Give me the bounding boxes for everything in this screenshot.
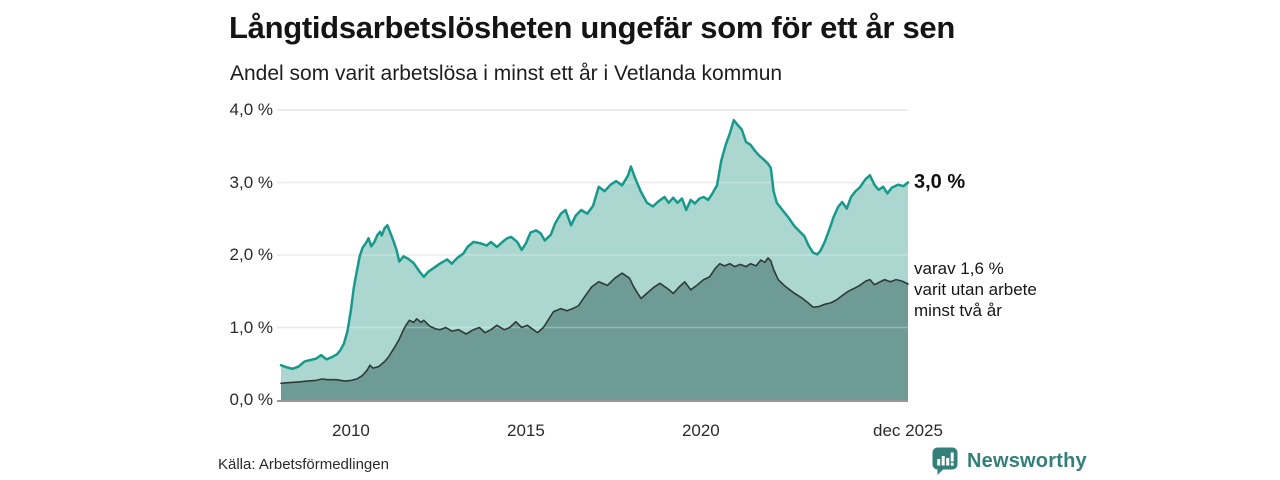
y-tick-label: 3,0 % bbox=[229, 172, 273, 192]
x-tick-label: dec 2025 bbox=[873, 421, 943, 440]
x-tick-label: 2010 bbox=[332, 421, 370, 440]
y-tick-label: 1,0 % bbox=[229, 317, 273, 337]
page-title: Långtidsarbetslösheten ungefär som för e… bbox=[229, 10, 956, 45]
newsworthy-logo-text: Newsworthy bbox=[967, 449, 1087, 472]
annotation-line: minst två år bbox=[914, 301, 1002, 320]
y-tick-label: 2,0 % bbox=[229, 245, 273, 264]
source-note: Källa: Arbetsförmedlingen bbox=[218, 456, 389, 473]
annotation-line: varav 1,6 % bbox=[914, 259, 1004, 278]
x-tick-label: 2015 bbox=[507, 421, 545, 440]
y-tick-label: 4,0 % bbox=[229, 100, 273, 119]
annotation-secondary-value: varav 1,6 % varit utan arbete minst två … bbox=[914, 258, 1037, 321]
newsworthy-logo: Newsworthy bbox=[931, 446, 1087, 476]
annotation-total-value: 3,0 % bbox=[914, 170, 966, 193]
newsworthy-logo-icon bbox=[931, 446, 959, 476]
y-tick-label: 0,0 % bbox=[229, 390, 273, 409]
chart-subtitle: Andel som varit arbetslösa i minst ett å… bbox=[230, 62, 783, 85]
x-tick-label: 2020 bbox=[681, 421, 720, 440]
annotation-line: varit utan arbete bbox=[914, 280, 1037, 299]
